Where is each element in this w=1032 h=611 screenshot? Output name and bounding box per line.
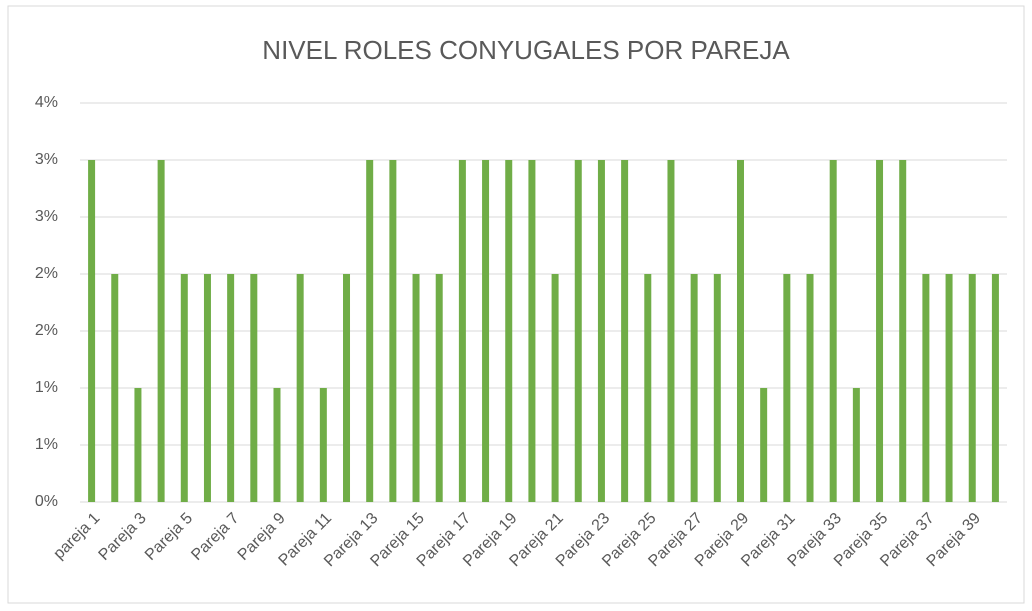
bar: [597, 160, 605, 502]
bar: [806, 274, 814, 502]
bar: [760, 388, 768, 502]
bar: [296, 274, 304, 502]
bar: [227, 274, 235, 502]
bar: [134, 388, 142, 502]
bar: [551, 274, 559, 502]
bar: [667, 160, 675, 502]
bar: [991, 274, 999, 502]
y-tick-label: 2%: [35, 265, 58, 282]
bar: [111, 274, 119, 502]
bar: [203, 274, 211, 502]
bar: [876, 160, 884, 502]
bar: [829, 160, 837, 502]
bar: [644, 274, 652, 502]
chart-title: NIVEL ROLES CONYUGALES POR PAREJA: [262, 35, 790, 65]
bar: [412, 274, 420, 502]
bar: [528, 160, 536, 502]
y-tick-label: 1%: [35, 379, 58, 396]
y-tick-label: 2%: [35, 322, 58, 339]
chart-border: [7, 5, 1025, 604]
y-tick-label: 0%: [35, 493, 58, 510]
y-tick-label: 4%: [35, 94, 58, 111]
bar: [88, 160, 96, 502]
bar: [343, 274, 351, 502]
bar: [482, 160, 490, 502]
bar: [250, 274, 258, 502]
bar: [968, 274, 976, 502]
bar: [899, 160, 907, 502]
bar: [319, 388, 327, 502]
bar: [505, 160, 513, 502]
y-tick-label: 1%: [35, 436, 58, 453]
bar: [574, 160, 582, 502]
bar: [157, 160, 165, 502]
bar: [922, 274, 930, 502]
bar: [713, 274, 721, 502]
bar: [389, 160, 397, 502]
bar: [180, 274, 188, 502]
y-tick-label: 3%: [35, 208, 58, 225]
bar: [435, 274, 443, 502]
bar: [690, 274, 698, 502]
bar: [783, 274, 791, 502]
bar: [945, 274, 953, 502]
bar: [458, 160, 466, 502]
bar: [736, 160, 744, 502]
bar: [621, 160, 629, 502]
bar: [366, 160, 374, 502]
y-tick-label: 3%: [35, 151, 58, 168]
bar: [852, 388, 860, 502]
bar: [273, 388, 281, 502]
